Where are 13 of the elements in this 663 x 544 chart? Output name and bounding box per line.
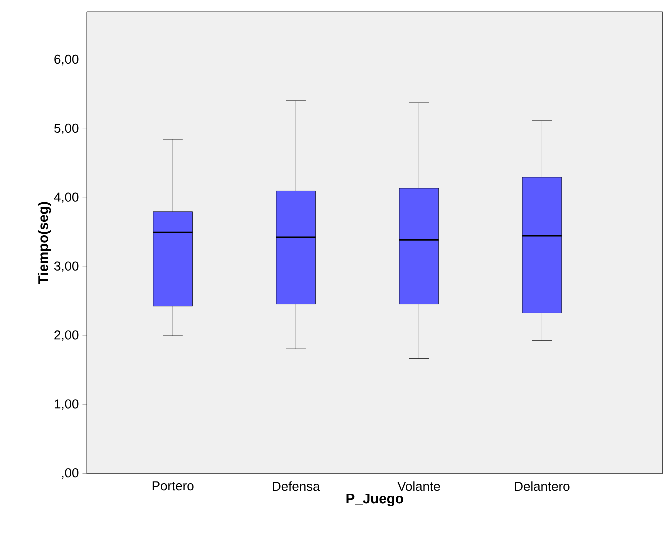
- x-tick-label: Volante: [398, 482, 440, 492]
- y-tick-label: 3,00: [54, 262, 79, 272]
- y-tick-label: 2,00: [54, 330, 79, 342]
- y-tick-label: 4,00: [54, 192, 79, 204]
- y-tick-label: 1,00: [54, 400, 79, 410]
- y-tick-label: 5,00: [54, 124, 79, 135]
- y-tick-label: 6,00: [54, 54, 79, 66]
- x-tick-label: Defensa: [273, 482, 320, 492]
- x-tick-label: Delantero: [515, 482, 570, 492]
- y-tick-label: ,00: [62, 468, 79, 480]
- x-tick-label: Portero: [152, 482, 194, 491]
- x-axis-title: P_Juego: [346, 494, 404, 507]
- y-axis-title: Tiempo(seg): [38, 202, 52, 284]
